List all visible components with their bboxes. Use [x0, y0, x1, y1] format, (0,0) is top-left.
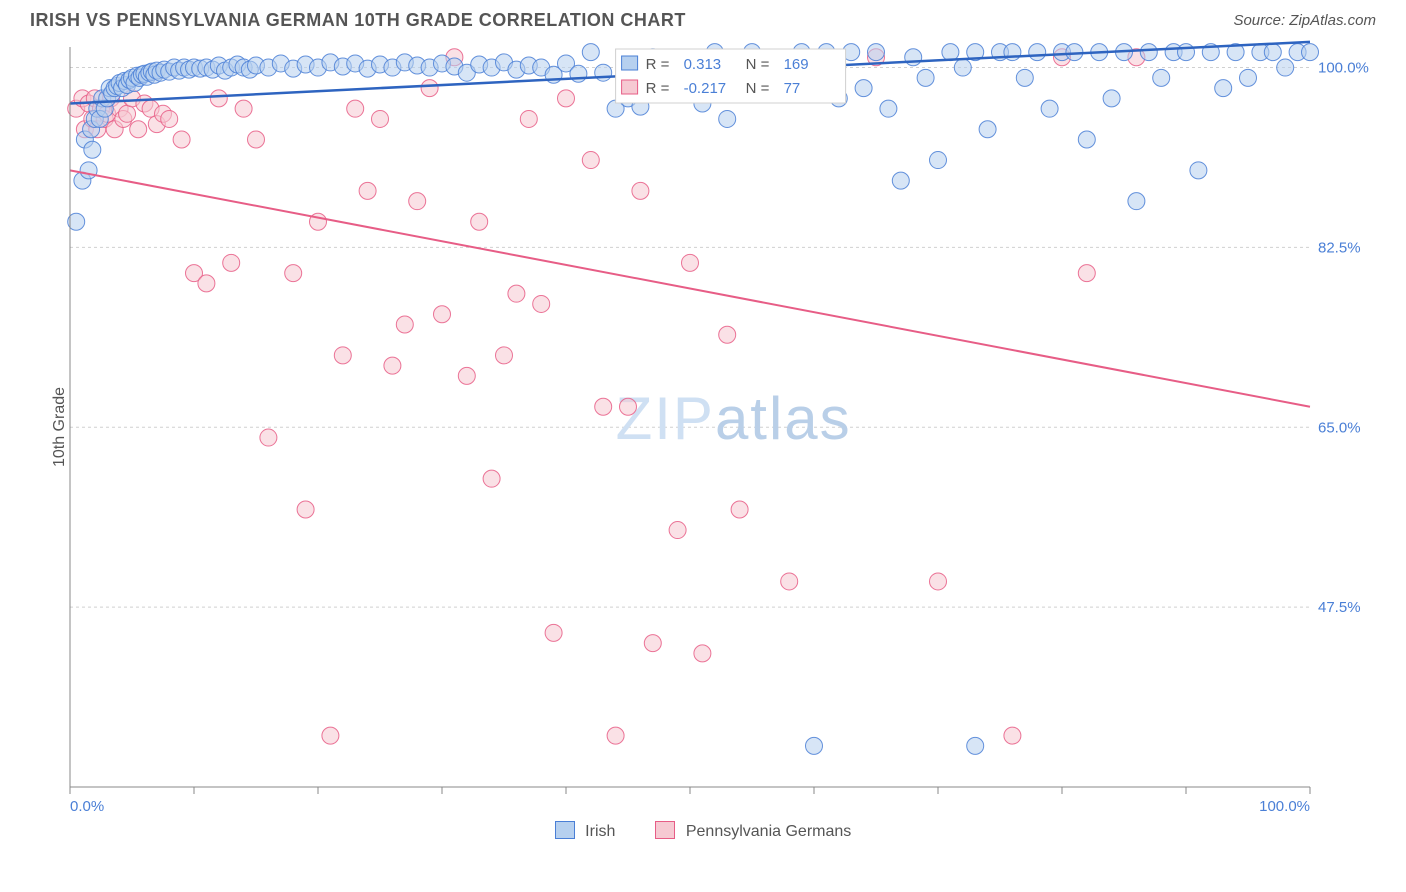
- chart-container: 10th Grade 47.5%65.0%82.5%100.0%ZIPatlas…: [60, 37, 1376, 817]
- bottom-legend: Irish Pennsylvania Germans: [0, 821, 1406, 841]
- svg-text:-0.217: -0.217: [684, 80, 727, 97]
- svg-text:47.5%: 47.5%: [1318, 599, 1361, 616]
- scatter-chart: 47.5% 65.0% 82.5% 100.0% ZIPatlas 0.0% 100.0% R…: [60, 37, 1376, 817]
- svg-text:R =: R =: [646, 80, 670, 97]
- svg-text:169: 169: [784, 56, 809, 73]
- swatch-icon: [555, 821, 575, 839]
- y-axis-label: 10th Grade: [51, 387, 69, 467]
- svg-text:N =: N =: [746, 80, 770, 97]
- svg-text:ZIPatlas: ZIPatlas: [616, 385, 852, 452]
- svg-text:N =: N =: [746, 56, 770, 73]
- source-label: Source: ZipAtlas.com: [1233, 12, 1376, 29]
- svg-text:82.5%: 82.5%: [1318, 239, 1361, 256]
- legend-label: Pennsylvania Germans: [686, 823, 851, 840]
- legend-item-pennsylvania-germans: Pennsylvania Germans: [655, 821, 851, 841]
- svg-text:100.0%: 100.0%: [1259, 798, 1310, 815]
- svg-text:R =: R =: [646, 56, 670, 73]
- swatch-icon: [655, 821, 675, 839]
- legend-label: Irish: [585, 823, 615, 840]
- legend-item-irish: Irish: [555, 821, 616, 841]
- svg-text:0.313: 0.313: [684, 56, 722, 73]
- svg-text:100.0%: 100.0%: [1318, 60, 1369, 77]
- svg-text:77: 77: [784, 80, 801, 97]
- svg-text:65.0%: 65.0%: [1318, 419, 1361, 436]
- chart-title: IRISH VS PENNSYLVANIA GERMAN 10TH GRADE …: [30, 10, 686, 31]
- svg-text:0.0%: 0.0%: [70, 798, 104, 815]
